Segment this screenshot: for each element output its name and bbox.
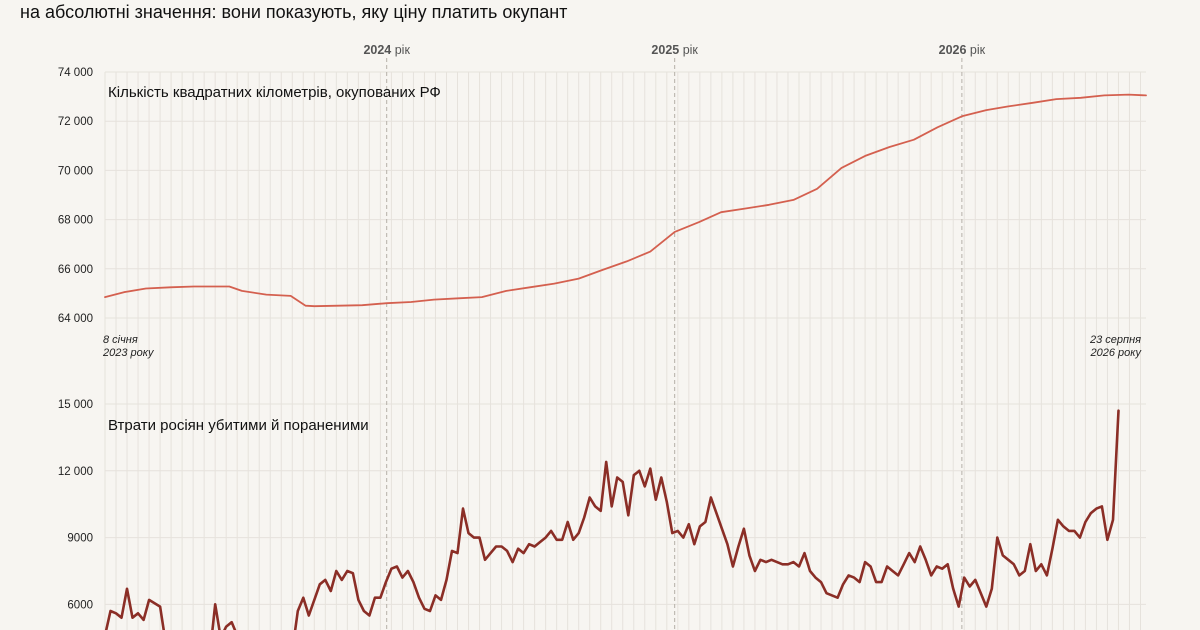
y-tick-label: 15 000 bbox=[58, 399, 93, 411]
y-tick-label: 6000 bbox=[67, 599, 93, 611]
y-tick-label: 66 000 bbox=[58, 264, 93, 276]
year-markers bbox=[386, 58, 963, 630]
losses-series-line bbox=[104, 409, 1120, 630]
y-tick-label: 64 000 bbox=[58, 313, 93, 325]
year-marker-label: 2026 рік bbox=[939, 43, 986, 57]
labels: Кількість квадратних кілометрів, окупова… bbox=[102, 43, 1142, 434]
y-tick-label: 9000 bbox=[67, 533, 93, 545]
x-end-label: 23 серпня 2026 року bbox=[1089, 334, 1143, 359]
losses-title: Втрати росіян убитими й пораненими bbox=[108, 417, 369, 434]
y-tick-label: 72 000 bbox=[58, 116, 93, 128]
chart-subtitle: на абсолютні значення: вони показують, я… bbox=[20, 2, 568, 22]
year-marker-label: 2025 рік bbox=[651, 43, 698, 57]
territory-series-line bbox=[104, 93, 1147, 308]
y-tick-label: 12 000 bbox=[58, 466, 93, 478]
grid bbox=[104, 71, 1146, 630]
y-tick-label: 70 000 bbox=[58, 165, 93, 177]
y-tick-label: 74 000 bbox=[58, 67, 93, 79]
x-start-label: 8 січня 2023 року bbox=[102, 334, 155, 359]
series bbox=[104, 93, 1147, 630]
y-tick-label: 68 000 bbox=[58, 215, 93, 227]
axes: 64 000 66 000 68 000 70 000 72 000 74 000 6000… bbox=[58, 67, 93, 611]
year-marker-label: 2024 рік bbox=[363, 43, 410, 57]
territory-title: Кількість квадратних кілометрів, окупова… bbox=[108, 84, 441, 101]
